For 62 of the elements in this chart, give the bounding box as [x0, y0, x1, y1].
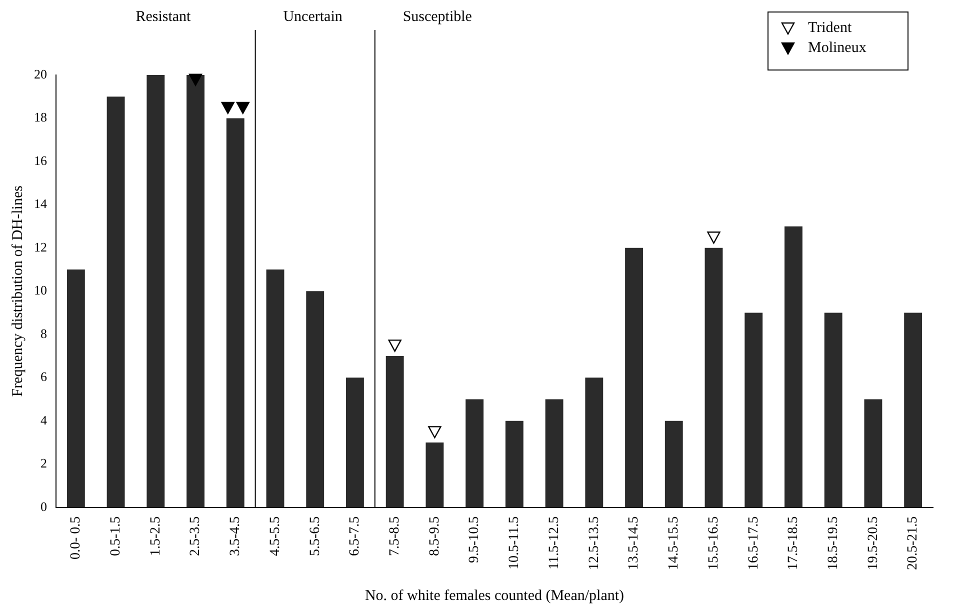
- y-tick-label: 6: [40, 369, 48, 384]
- bar: [704, 248, 723, 508]
- x-tick-label: 8.5-9.5: [427, 516, 442, 556]
- bar: [106, 96, 125, 508]
- bar: [466, 399, 484, 508]
- bar: [505, 420, 524, 508]
- y-tick-label: 12: [34, 239, 47, 254]
- y-tick-label: 10: [34, 282, 47, 298]
- x-tick-label: 17.5-18.5: [786, 516, 802, 570]
- bar: [784, 226, 802, 508]
- x-tick-label: 12.5-13.5: [586, 516, 602, 570]
- y-tick-label: 0: [40, 498, 47, 514]
- bar: [226, 118, 244, 508]
- bar: [585, 378, 604, 508]
- bar: [266, 270, 284, 508]
- bar: [744, 312, 763, 508]
- bar: [904, 312, 922, 508]
- bar: [625, 248, 643, 508]
- x-tick-label: 20.5-21.5: [906, 516, 921, 570]
- x-tick-label: 6.5-7.5: [348, 516, 363, 556]
- x-tick-label: 15.5-16.5: [706, 516, 722, 570]
- x-tick-label: 9.5-10.5: [467, 516, 482, 564]
- bar: [864, 399, 882, 508]
- bar: [664, 420, 683, 508]
- bar: [426, 442, 444, 508]
- bar: [186, 75, 204, 508]
- x-tick-label: 13.5-14.5: [626, 516, 642, 570]
- x-tick-label: 7.5-8.5: [388, 516, 403, 556]
- y-tick-label: 8: [40, 326, 47, 341]
- x-tick-label: 19.5-20.5: [866, 516, 881, 570]
- x-tick-label: 0.0- 0.5: [68, 516, 84, 560]
- bar: [824, 312, 842, 508]
- y-tick-label: 18: [34, 110, 47, 125]
- bar: [386, 356, 404, 508]
- x-tick-label: 5.5-6.5: [308, 516, 323, 556]
- x-tick-label: 4.5-5.5: [268, 516, 283, 556]
- x-tick-label: 14.5-15.5: [666, 516, 682, 570]
- bar: [306, 291, 324, 508]
- y-tick-label: 4: [40, 412, 48, 428]
- bar: [545, 399, 564, 508]
- bar: [146, 75, 165, 508]
- legend-label: Trident: [808, 20, 852, 36]
- y-tick-label: 14: [34, 196, 48, 212]
- y-tick-label: 16: [34, 152, 48, 168]
- text: Uncertain: [283, 8, 343, 25]
- x-axis-title: No. of white females counted (Mean/plant): [364, 588, 624, 604]
- bar: [346, 378, 364, 508]
- x-tick-label: 16.5-17.5: [746, 516, 762, 570]
- x-tick-label: 2.5-3.5: [188, 516, 204, 556]
- text: Susceptible: [402, 8, 472, 25]
- y-axis-title: Frequency distribution of DH-lines: [10, 185, 26, 397]
- y-tick-label: 2: [40, 456, 47, 471]
- x-tick-label: 0.5-1.5: [108, 516, 124, 556]
- x-tick-label: 1.5-2.5: [148, 516, 164, 556]
- x-tick-label: 11.5-12.5: [546, 516, 562, 570]
- y-tick-label: 20: [34, 66, 47, 82]
- bar: [66, 270, 85, 508]
- x-tick-label: 18.5-19.5: [826, 516, 842, 570]
- x-tick-label: 3.5-4.5: [228, 516, 244, 556]
- text: Resistant: [136, 8, 192, 25]
- x-tick-label: 10.5-11.5: [507, 516, 522, 570]
- legend-label: Molineux: [808, 40, 867, 56]
